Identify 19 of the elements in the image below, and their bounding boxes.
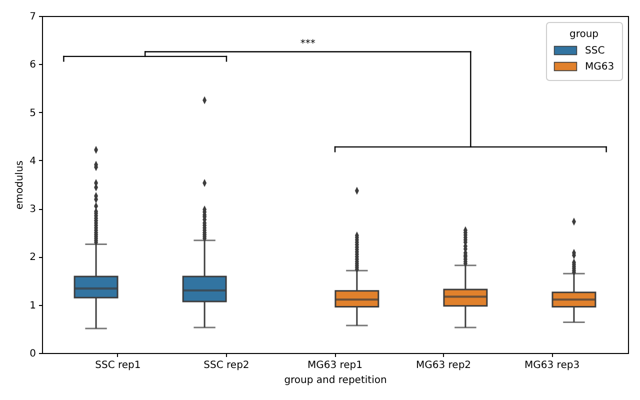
- legend-label: SSC: [585, 46, 605, 56]
- annotation: ***: [300, 38, 316, 50]
- y-tick-label: 3: [30, 204, 36, 216]
- y-axis-title: emodulus: [14, 160, 26, 210]
- x-tick-label: MG63 rep3: [524, 360, 580, 371]
- x-tick-label: SSC rep1: [95, 360, 141, 371]
- x-tick-label: MG63 rep1: [307, 360, 363, 371]
- y-tick-label: 4: [30, 156, 36, 167]
- x-tick-label: MG63 rep2: [416, 360, 472, 371]
- legend-title: group: [569, 29, 599, 40]
- x-tick-label: SSC rep2: [204, 360, 250, 371]
- y-tick-label: 6: [30, 60, 36, 71]
- y-tick-label: 5: [30, 108, 36, 119]
- x-axis-title: group and repetition: [284, 375, 387, 386]
- y-tick-label: 1: [30, 300, 36, 312]
- y-tick-label: 2: [30, 252, 36, 264]
- y-tick-label: 0: [30, 348, 36, 360]
- y-tick-label: 7: [30, 12, 36, 22]
- legend-label: MG63: [585, 62, 614, 72]
